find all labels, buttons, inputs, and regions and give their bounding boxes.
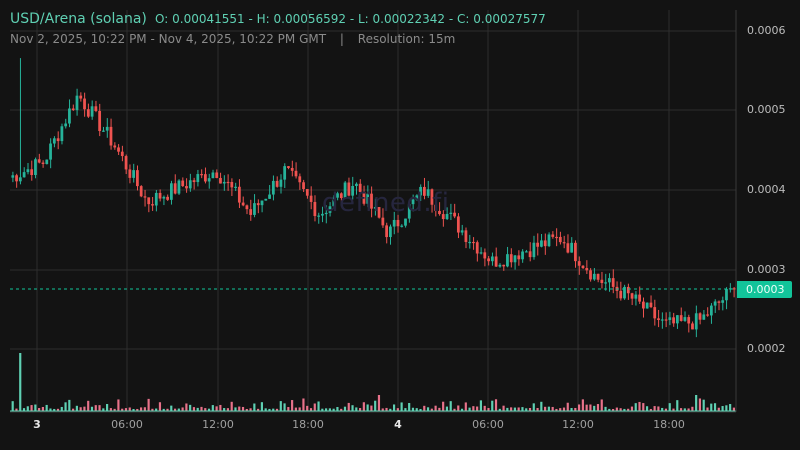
- price-tick-label: 0.0003: [747, 263, 786, 276]
- time-tick-label: 18:00: [653, 418, 685, 431]
- ohlc-values: O: 0.00041551 - H: 0.00056592 - L: 0.000…: [155, 12, 546, 26]
- time-tick-label: 4: [394, 418, 402, 431]
- time-tick-label: 3: [33, 418, 41, 431]
- symbol-title: USD/Arena (solana): [10, 11, 147, 27]
- price-tick-label: 0.0005: [747, 103, 786, 116]
- volume-bars: [10, 353, 736, 412]
- price-tick-label: 0.0002: [747, 342, 786, 355]
- time-tick-label: 06:00: [111, 418, 143, 431]
- date-range: Nov 2, 2025, 10:22 PM - Nov 4, 2025, 10:…: [10, 32, 327, 46]
- time-tick-label: 12:00: [562, 418, 594, 431]
- resolution-label: Resolution: 15m: [357, 32, 456, 46]
- watermark: defined.fi: [322, 188, 450, 218]
- chart-grid: [10, 10, 736, 412]
- price-tick-label: 0.0006: [747, 24, 786, 37]
- chart-legend: USD/Arena (solana) O: 0.00041551 - H: 0.…: [10, 10, 546, 46]
- last-price-tag: 0.0003: [737, 281, 792, 298]
- time-tick-label: 12:00: [202, 418, 234, 431]
- separator: |: [339, 32, 344, 46]
- time-tick-label: 18:00: [292, 418, 324, 431]
- time-tick-label: 06:00: [472, 418, 504, 431]
- price-tick-label: 0.0004: [747, 183, 786, 196]
